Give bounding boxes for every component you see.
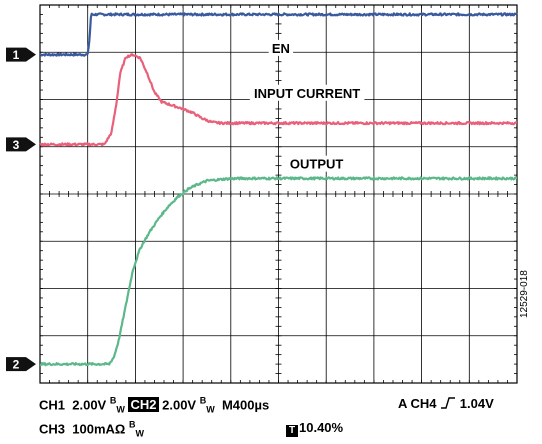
rising-edge-icon xyxy=(441,397,456,409)
timebase: M400µs xyxy=(221,397,270,413)
channel-marker-box xyxy=(6,137,26,152)
trace-en xyxy=(39,12,518,57)
t-position: 10.40% xyxy=(299,420,344,435)
channel-marker-1: 1 xyxy=(6,47,36,62)
ch2-scale: 2.00V xyxy=(162,397,197,413)
trace-label-bg xyxy=(288,155,346,172)
channel-marker-3: 3 xyxy=(6,137,36,152)
trigger-level: 1.04V xyxy=(459,396,494,411)
trace-label-bg xyxy=(249,84,365,101)
ch1-label: CH1 xyxy=(39,397,66,413)
trigger-channel: A CH4 xyxy=(398,396,437,411)
channel-marker-arrow xyxy=(26,47,36,62)
trace-input-current xyxy=(39,53,518,147)
channel-marker-number: 1 xyxy=(13,48,20,62)
trace-label-bg xyxy=(268,39,294,56)
ch3-scale: 100mAΩ xyxy=(72,421,126,437)
ch2-bw: BW xyxy=(199,396,215,415)
trace-label-input-current: INPUT CURRENT xyxy=(254,86,360,101)
trace-label-en: EN xyxy=(272,41,290,56)
figure-number: 12529-018 xyxy=(519,270,530,318)
trace-output xyxy=(39,176,518,367)
trace-label-output: OUTPUT xyxy=(290,157,344,172)
channel-marker-arrow xyxy=(26,357,36,372)
graticule-ticks xyxy=(39,4,518,384)
settings-line-1: CH1 2.00V BW CH2 2.00V BW M400µs xyxy=(39,396,269,415)
oscilloscope-capture: 1 3 2 EN INPUT CURRENT OUTPUT xyxy=(6,4,518,384)
trigger-settings: A CH4 1.04V xyxy=(398,396,494,411)
channel-marker-number: 2 xyxy=(13,358,20,372)
traces xyxy=(39,12,518,367)
ch3-label: CH3 xyxy=(39,421,66,437)
ch1-bw: BW xyxy=(109,396,125,415)
trigger-position: T 10.40% xyxy=(286,420,343,437)
channel-marker-number: 3 xyxy=(13,138,20,152)
settings-line-2: CH3 100mAΩ BW xyxy=(39,420,144,439)
channel-marker-2: 2 xyxy=(6,357,36,372)
ch3-bw: BW xyxy=(128,420,144,439)
channel-marker-arrow xyxy=(26,137,36,152)
channel-marker-box xyxy=(6,357,26,372)
channel-marker-box xyxy=(6,47,26,62)
channel-markers: 1 3 2 xyxy=(6,47,36,372)
t-marker-icon: T xyxy=(286,425,298,437)
trace-labels: EN INPUT CURRENT OUTPUT xyxy=(249,39,365,172)
ch1-scale: 2.00V xyxy=(72,397,107,413)
ch2-label: CH2 xyxy=(128,397,159,413)
